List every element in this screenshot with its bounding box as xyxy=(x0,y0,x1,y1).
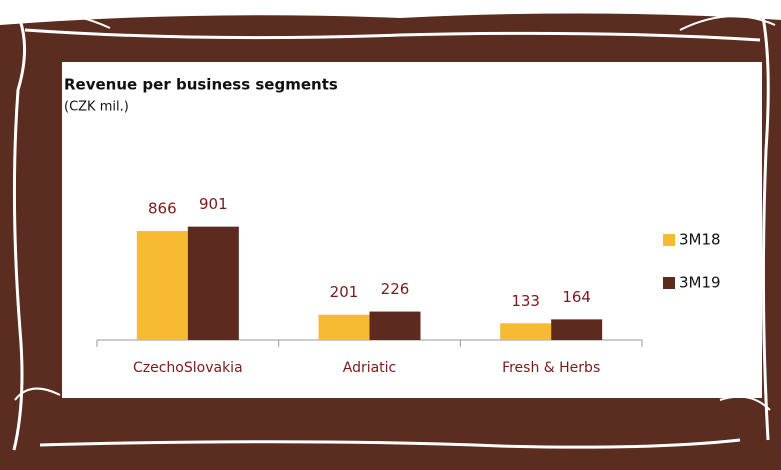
bar xyxy=(551,319,602,340)
chart-title: Revenue per business segments xyxy=(64,76,338,94)
chart-subtitle: (CZK mil.) xyxy=(64,100,129,115)
chart: Revenue per business segments (CZK mil.)… xyxy=(0,0,781,470)
bar xyxy=(500,323,551,340)
data-label: 164 xyxy=(562,288,591,306)
data-label: 866 xyxy=(148,200,177,218)
legend-swatch xyxy=(663,234,675,246)
x-tick-label: Fresh & Herbs xyxy=(502,360,600,376)
x-tick-label: CzechoSlovakia xyxy=(133,360,243,376)
bar xyxy=(370,312,421,340)
x-tick-label: Adriatic xyxy=(343,360,397,376)
legend-label: 3M18 xyxy=(679,231,721,249)
bar xyxy=(188,227,239,340)
data-label: 201 xyxy=(330,283,359,301)
bar xyxy=(137,231,188,340)
data-label: 226 xyxy=(381,280,410,298)
panel xyxy=(62,62,762,398)
legend-swatch xyxy=(663,277,675,289)
bar xyxy=(319,315,370,340)
data-label: 901 xyxy=(199,195,228,213)
legend-label: 3M19 xyxy=(679,274,721,292)
data-label: 133 xyxy=(511,292,540,310)
